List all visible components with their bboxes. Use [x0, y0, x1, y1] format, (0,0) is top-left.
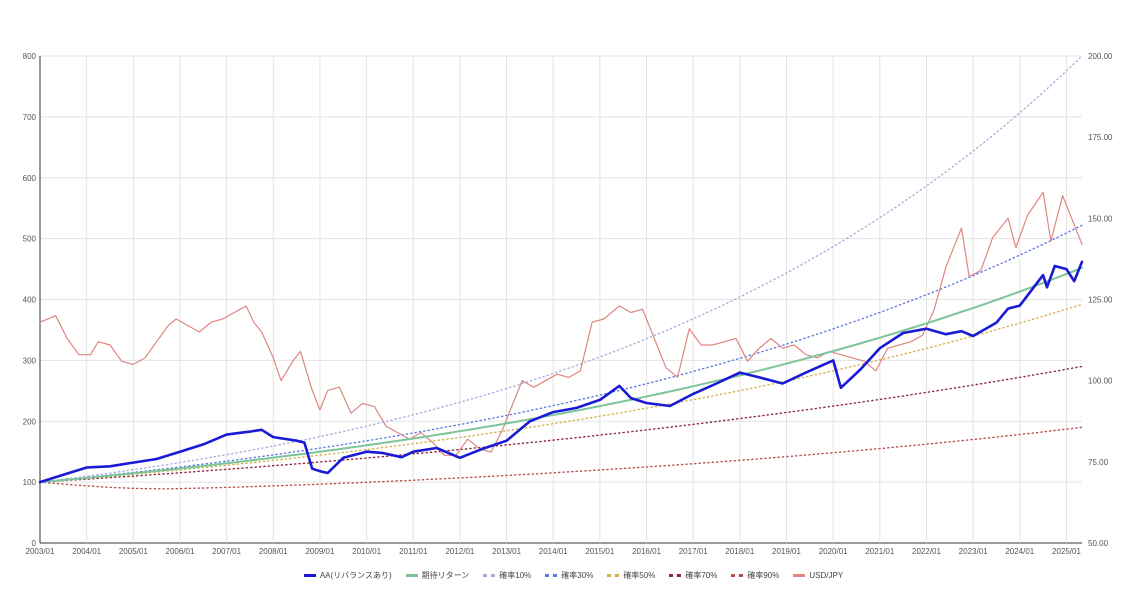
legend-label: 確率30% — [561, 571, 594, 580]
legend-swatch — [669, 574, 682, 577]
legend-label: 確率50% — [623, 571, 656, 580]
legend-label: USD/JPY — [809, 571, 844, 580]
y-left-tick-label: 300 — [23, 356, 37, 365]
legend-item[interactable]: 確率10% — [483, 570, 531, 581]
x-tick-label: 2013/01 — [492, 547, 521, 556]
y-left-tick-label: 700 — [23, 113, 37, 122]
legend-item[interactable]: AA(リバランスあり) — [303, 570, 392, 581]
series-layer — [38, 55, 1084, 490]
legend-swatch — [545, 574, 558, 577]
series-line-3 — [39, 224, 1083, 483]
legend-item[interactable]: USD/JPY — [793, 570, 843, 581]
series-line-6 — [39, 426, 1083, 490]
legend-label: 確率70% — [685, 571, 718, 580]
legend-item[interactable]: 期待リターン — [405, 570, 470, 581]
y-right-tick-label: 50.00 — [1088, 539, 1109, 548]
legend-swatch — [405, 574, 418, 577]
x-tick-label: 2016/01 — [632, 547, 661, 556]
x-tick-label: 2010/01 — [352, 547, 381, 556]
x-tick-label: 2015/01 — [585, 547, 614, 556]
x-tick-label: 2008/01 — [259, 547, 288, 556]
x-tick-label: 2009/01 — [305, 547, 334, 556]
x-tick-label: 2004/01 — [72, 547, 101, 556]
y-left-tick-label: 800 — [23, 52, 37, 61]
x-tick-label: 2012/01 — [445, 547, 474, 556]
legend-item[interactable]: 確率90% — [731, 570, 779, 581]
x-tick-label: 2021/01 — [865, 547, 894, 556]
y-left-tick-label: 200 — [23, 417, 37, 426]
y-left-tick-label: 0 — [32, 539, 37, 548]
x-tick-label: 2003/01 — [26, 547, 55, 556]
axis-layer: 0 100 200 300 400 500 600 700 800 50.00 75.00 100.0… — [23, 52, 1113, 556]
grid-layer — [39, 55, 1082, 544]
y-left-tick-label: 400 — [23, 296, 37, 305]
series-line-5 — [39, 365, 1083, 483]
y-right-tick-label: 100.00 — [1088, 377, 1113, 386]
series-line-4 — [39, 303, 1083, 483]
y-right-tick-label: 150.00 — [1088, 214, 1113, 223]
y-left-tick-label: 500 — [23, 235, 37, 244]
x-tick-label: 2018/01 — [725, 547, 754, 556]
legend-label: 確率90% — [747, 571, 780, 580]
legend-label: 期待リターン — [421, 571, 470, 580]
x-tick-label: 2019/01 — [772, 547, 801, 556]
legend-label: 確率10% — [499, 571, 532, 580]
y-left-tick-label: 600 — [23, 174, 37, 183]
x-tick-label: 2017/01 — [679, 547, 708, 556]
legend-item[interactable]: 確率50% — [607, 570, 655, 581]
y-right-tick-label: 75.00 — [1088, 458, 1109, 467]
x-tick-label: 2020/01 — [819, 547, 848, 556]
legend-swatch — [607, 574, 620, 577]
y-right-tick-label: 200.00 — [1088, 52, 1113, 61]
legend-label: AA(リバランスあり) — [319, 571, 392, 580]
legend-swatch — [483, 574, 496, 577]
x-tick-label: 2025/01 — [1052, 547, 1081, 556]
chart-legend: AA(リバランスあり) 期待リターン 確率10% 確率30% 確率50% 確率70% 確率9… — [0, 570, 1147, 581]
x-tick-label: 2023/01 — [959, 547, 988, 556]
legend-swatch — [303, 574, 316, 577]
legend-swatch — [793, 574, 806, 577]
series-line-0 — [38, 260, 1084, 484]
x-tick-label: 2007/01 — [212, 547, 241, 556]
x-tick-label: 2011/01 — [399, 547, 428, 556]
y-right-tick-label: 175.00 — [1088, 133, 1113, 142]
legend-item[interactable]: 確率70% — [669, 570, 717, 581]
x-tick-label: 2024/01 — [1005, 547, 1034, 556]
series-line-7 — [39, 191, 1083, 456]
x-tick-label: 2006/01 — [166, 547, 195, 556]
series-line-1 — [39, 266, 1083, 484]
x-tick-label: 2014/01 — [539, 547, 568, 556]
y-left-tick-label: 100 — [23, 478, 37, 487]
legend-swatch — [731, 574, 744, 577]
x-tick-label: 2005/01 — [119, 547, 148, 556]
x-tick-label: 2022/01 — [912, 547, 941, 556]
series-line-2 — [39, 55, 1083, 483]
y-right-tick-label: 125.00 — [1088, 296, 1113, 305]
legend-item[interactable]: 確率30% — [545, 570, 593, 581]
